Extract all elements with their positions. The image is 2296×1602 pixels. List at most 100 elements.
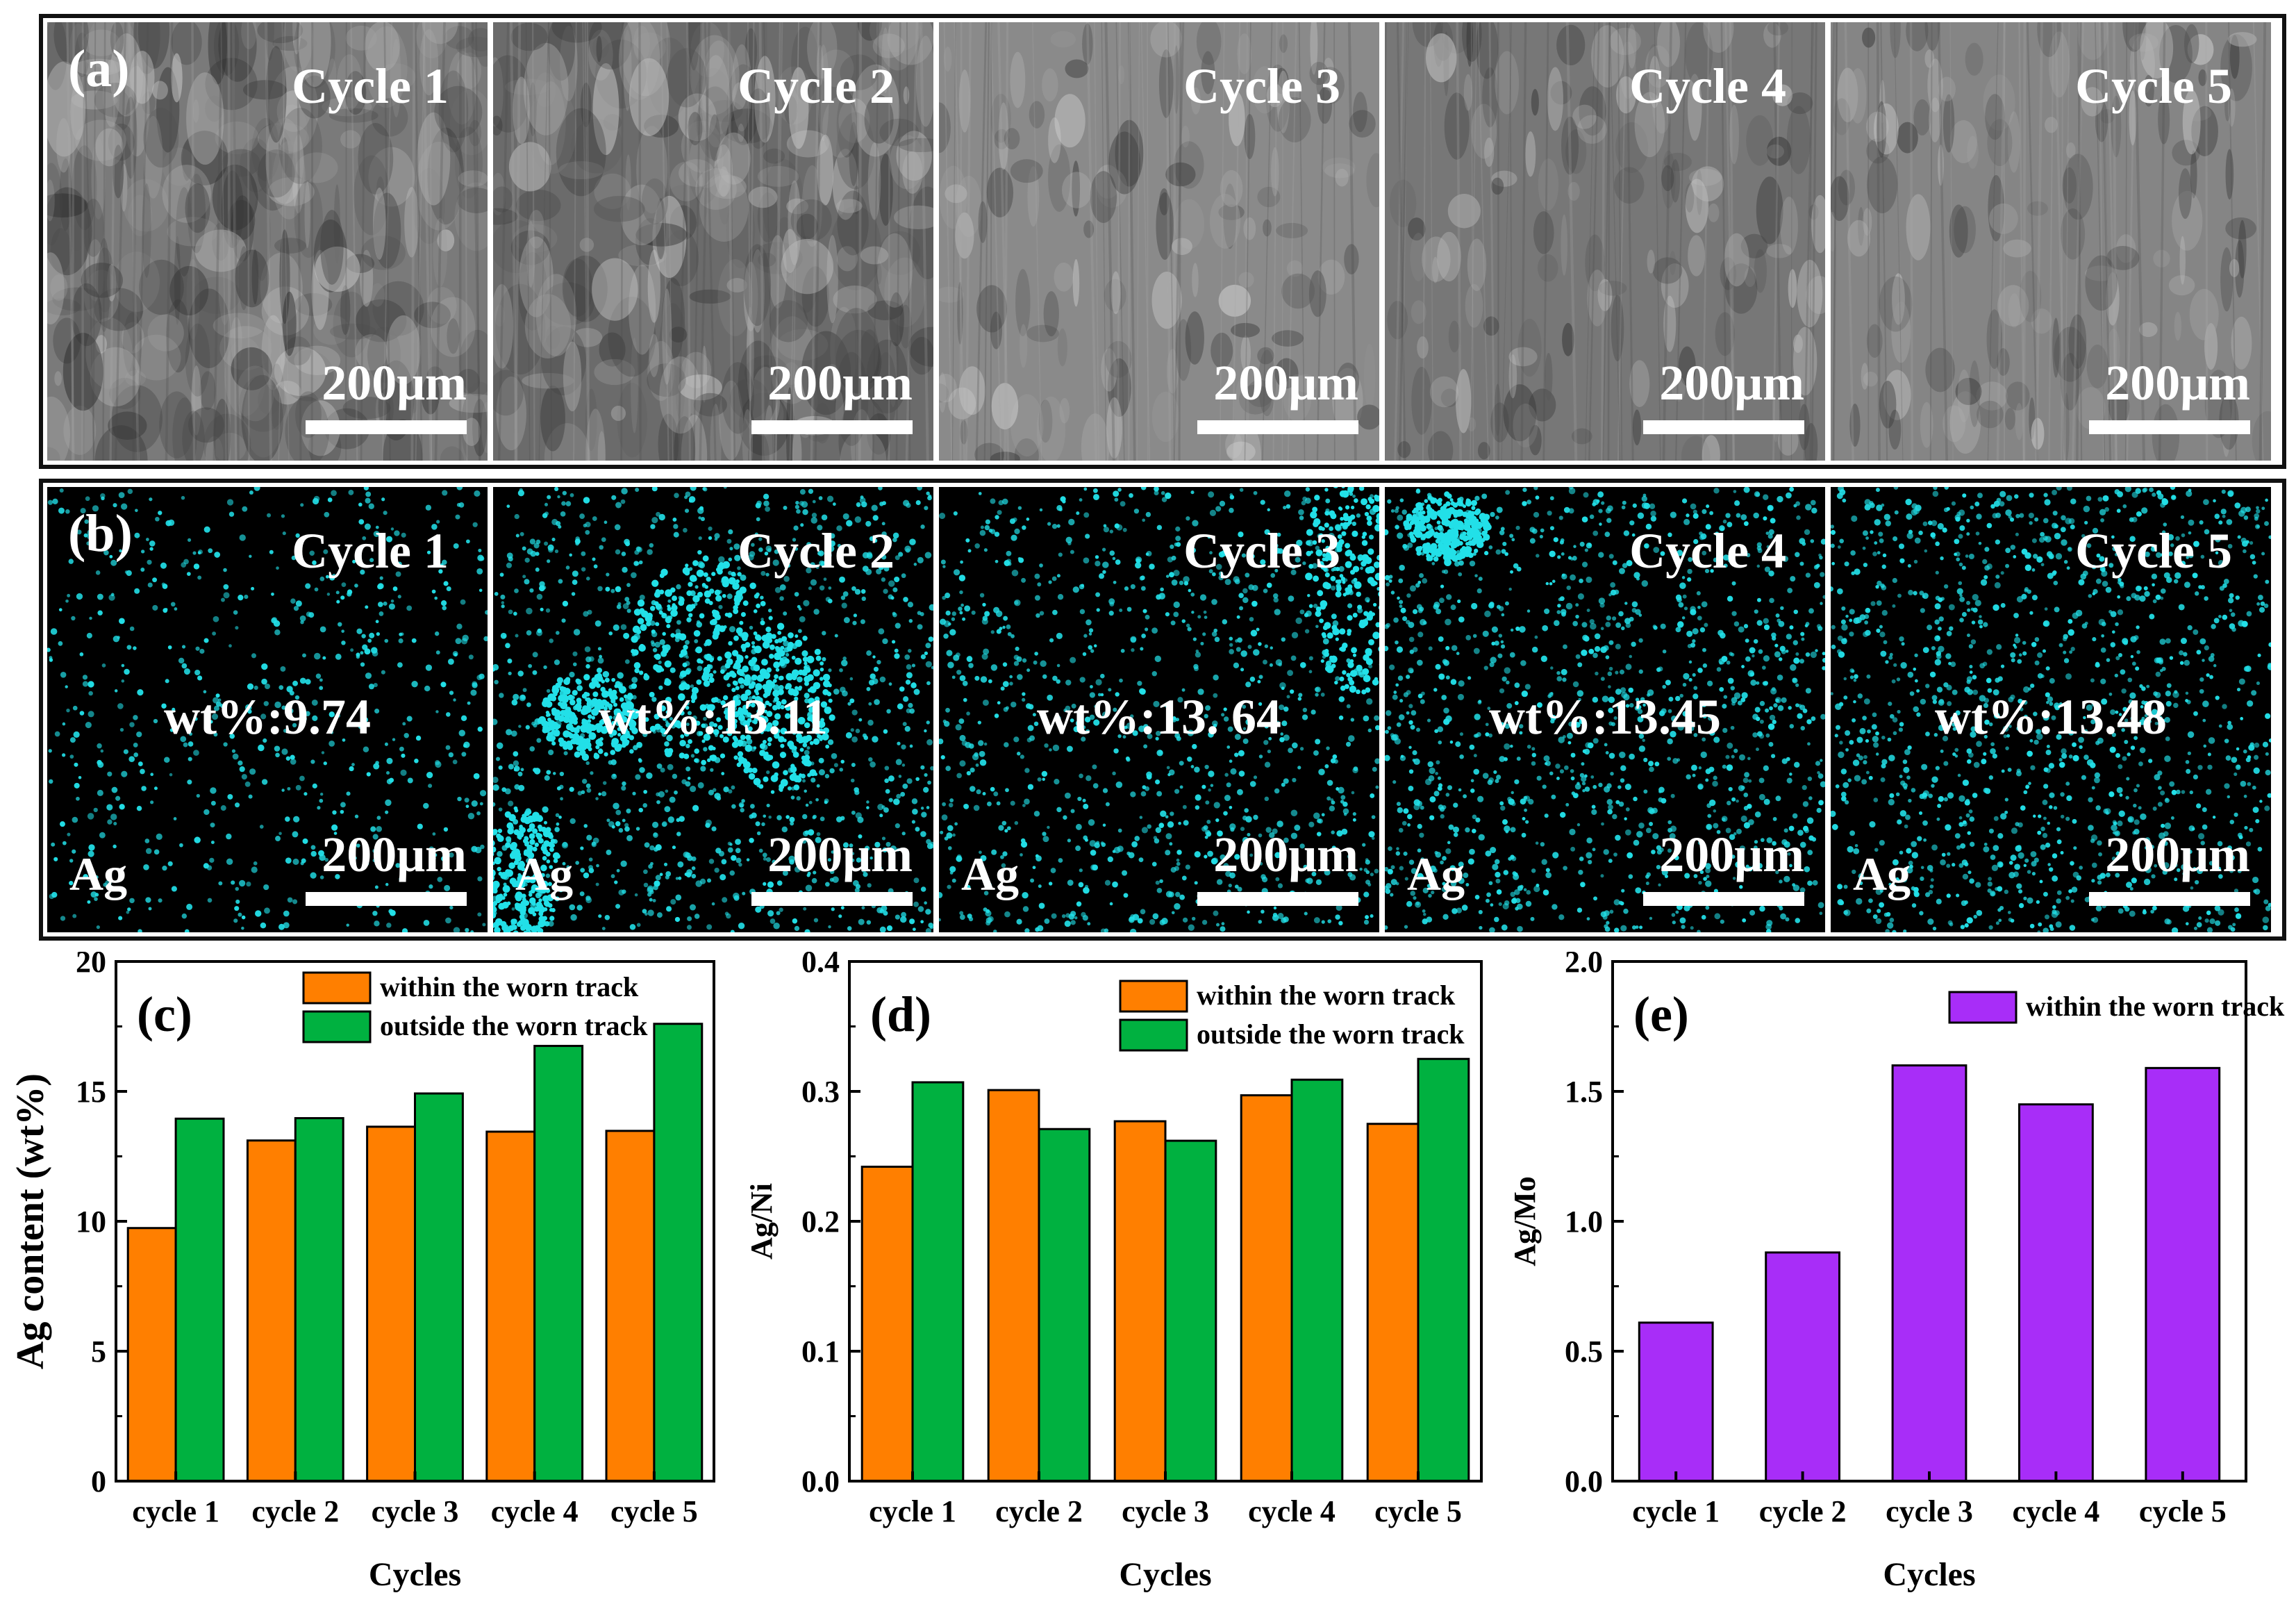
ag-wt-percent: wt%:9.74 xyxy=(164,688,371,745)
cycle-label: Cycle 2 xyxy=(738,523,895,579)
legend-swatch xyxy=(1119,1018,1188,1052)
panel-label-b: (b) xyxy=(68,504,133,563)
bar xyxy=(174,1117,225,1483)
x-tick-label: cycle 1 xyxy=(869,1494,956,1528)
ag-wt-percent: wt%:13.48 xyxy=(1935,688,2167,745)
scale-bar-label: 200μm xyxy=(1213,355,1358,411)
y-tick-label: 20 xyxy=(76,952,106,979)
y-tick-label: 0.4 xyxy=(801,952,840,979)
cycle-label: Cycle 1 xyxy=(292,523,449,579)
bar xyxy=(1366,1123,1420,1483)
x-tick-label: cycle 5 xyxy=(610,1494,698,1528)
scale-bar xyxy=(751,892,913,906)
bar xyxy=(1417,1057,1470,1483)
bar xyxy=(366,1125,416,1483)
bar xyxy=(414,1092,464,1483)
y-tick-label: 5 xyxy=(91,1335,106,1369)
cycle-label: Cycle 3 xyxy=(1183,58,1340,114)
scale-bar-label: 200μm xyxy=(322,355,467,411)
legend-label: outside the worn track xyxy=(1197,1018,1465,1050)
scale-bar xyxy=(306,892,467,906)
x-axis-label: Cycles xyxy=(369,1556,461,1593)
x-axis-label: Cycles xyxy=(1883,1556,1975,1593)
x-tick-label: cycle 4 xyxy=(491,1494,579,1528)
eds-map-panel: Cycle 3 wt%:13. 64 Ag 200μm xyxy=(939,487,1379,932)
bar xyxy=(533,1045,584,1483)
element-label: Ag xyxy=(515,848,574,900)
bar xyxy=(1765,1251,1840,1483)
y-axis-label: Ag/Mo xyxy=(1508,1176,1542,1266)
x-tick-label: cycle 3 xyxy=(1886,1494,1973,1528)
bar xyxy=(246,1139,297,1483)
sem-micrograph xyxy=(1831,22,2271,461)
legend-label: within the worn track xyxy=(380,971,639,1002)
bar xyxy=(1164,1139,1217,1483)
eds-map-panel: Cycle 4 wt%:13.45 Ag 200μm xyxy=(1385,487,1825,932)
bar xyxy=(911,1081,965,1483)
y-tick-label: 1.5 xyxy=(1565,1075,1603,1109)
bar xyxy=(1038,1128,1091,1483)
x-tick-label: cycle 3 xyxy=(1122,1494,1209,1528)
cycle-label: Cycle 3 xyxy=(1183,523,1340,579)
x-tick-label: cycle 2 xyxy=(251,1494,339,1528)
ag-wt-percent: wt%:13.11 xyxy=(599,688,828,745)
chart-d: 0.0 0.1 0.2 0.3 0.4 cycle 1 cycle 2 cycle 3 cycl… xyxy=(744,952,1483,1593)
y-tick-label: 0.5 xyxy=(1565,1335,1603,1369)
y-axis-label: Ag/Ni xyxy=(744,1183,779,1260)
bar xyxy=(1638,1321,1714,1483)
scale-bar-label: 200μm xyxy=(2105,355,2250,411)
chart-e: 0.0 0.5 1.0 1.5 2.0 cycle 1 cycle 2 cycle 3 cycl… xyxy=(1508,952,2285,1593)
ag-distribution-map xyxy=(493,487,933,932)
y-tick-label: 0.2 xyxy=(801,1205,840,1239)
bar xyxy=(1113,1120,1167,1483)
panel-label: (c) xyxy=(137,986,192,1042)
x-tick-label: cycle 5 xyxy=(1374,1494,1462,1528)
scale-bar xyxy=(1197,892,1358,906)
scale-bar-label: 200μm xyxy=(322,827,467,882)
legend-swatch xyxy=(302,971,372,1005)
sem-micrograph xyxy=(939,22,1379,461)
y-tick-label: 10 xyxy=(76,1205,106,1239)
bar xyxy=(1240,1094,1293,1483)
element-label: Ag xyxy=(69,848,128,900)
element-label: Ag xyxy=(1853,848,1911,900)
legend-swatch xyxy=(302,1010,372,1043)
ag-wt-percent: wt%:13.45 xyxy=(1489,688,1721,745)
eds-map-panel: Cycle 2 wt%:13.11 Ag 200μm xyxy=(493,487,933,932)
element-label: Ag xyxy=(1407,848,1465,900)
legend-label: within the worn track xyxy=(1197,980,1456,1011)
bar xyxy=(485,1130,536,1483)
legend-swatch xyxy=(1948,991,2018,1024)
scale-bar-label: 200μm xyxy=(767,355,913,411)
scale-bar-label: 200μm xyxy=(1213,827,1358,882)
cycle-label: Cycle 5 xyxy=(2075,58,2232,114)
legend-swatch xyxy=(1119,980,1188,1013)
bar xyxy=(126,1227,177,1483)
x-axis-label: Cycles xyxy=(1119,1556,1211,1593)
x-tick-label: cycle 3 xyxy=(372,1494,459,1528)
scale-bar-label: 200μm xyxy=(1659,827,1804,882)
element-label: Ag xyxy=(961,848,1020,900)
scale-bar-label: 200μm xyxy=(2105,827,2250,882)
scale-bar xyxy=(1643,420,1804,434)
bar xyxy=(294,1117,344,1483)
sem-micrograph xyxy=(47,22,488,461)
scale-bar xyxy=(2089,420,2250,434)
panel-label: (e) xyxy=(1633,986,1689,1042)
sem-micrograph xyxy=(493,22,933,461)
y-tick-label: 15 xyxy=(76,1075,106,1109)
y-tick-label: 1.0 xyxy=(1565,1205,1603,1239)
x-tick-label: cycle 5 xyxy=(2139,1494,2227,1528)
cycle-label: Cycle 5 xyxy=(2075,523,2232,579)
x-tick-label: cycle 2 xyxy=(1759,1494,1847,1528)
bar xyxy=(653,1023,704,1483)
scale-bar xyxy=(1643,892,1804,906)
cycle-label: Cycle 1 xyxy=(292,58,449,114)
chart-c: 0 5 10 15 20 cycle 1 cycle 2 cycle 3 cycle 4 cycl… xyxy=(9,952,715,1593)
eds-map-panel: (b) Cycle 1 wt%:9.74 Ag 200μm xyxy=(47,487,488,932)
y-tick-label: 0.3 xyxy=(801,1075,840,1109)
bar xyxy=(987,1089,1040,1483)
sem-panel: Cycle 3 200μm xyxy=(939,22,1379,461)
scale-bar-label: 200μm xyxy=(1659,355,1804,411)
y-tick-label: 0.0 xyxy=(801,1464,840,1498)
